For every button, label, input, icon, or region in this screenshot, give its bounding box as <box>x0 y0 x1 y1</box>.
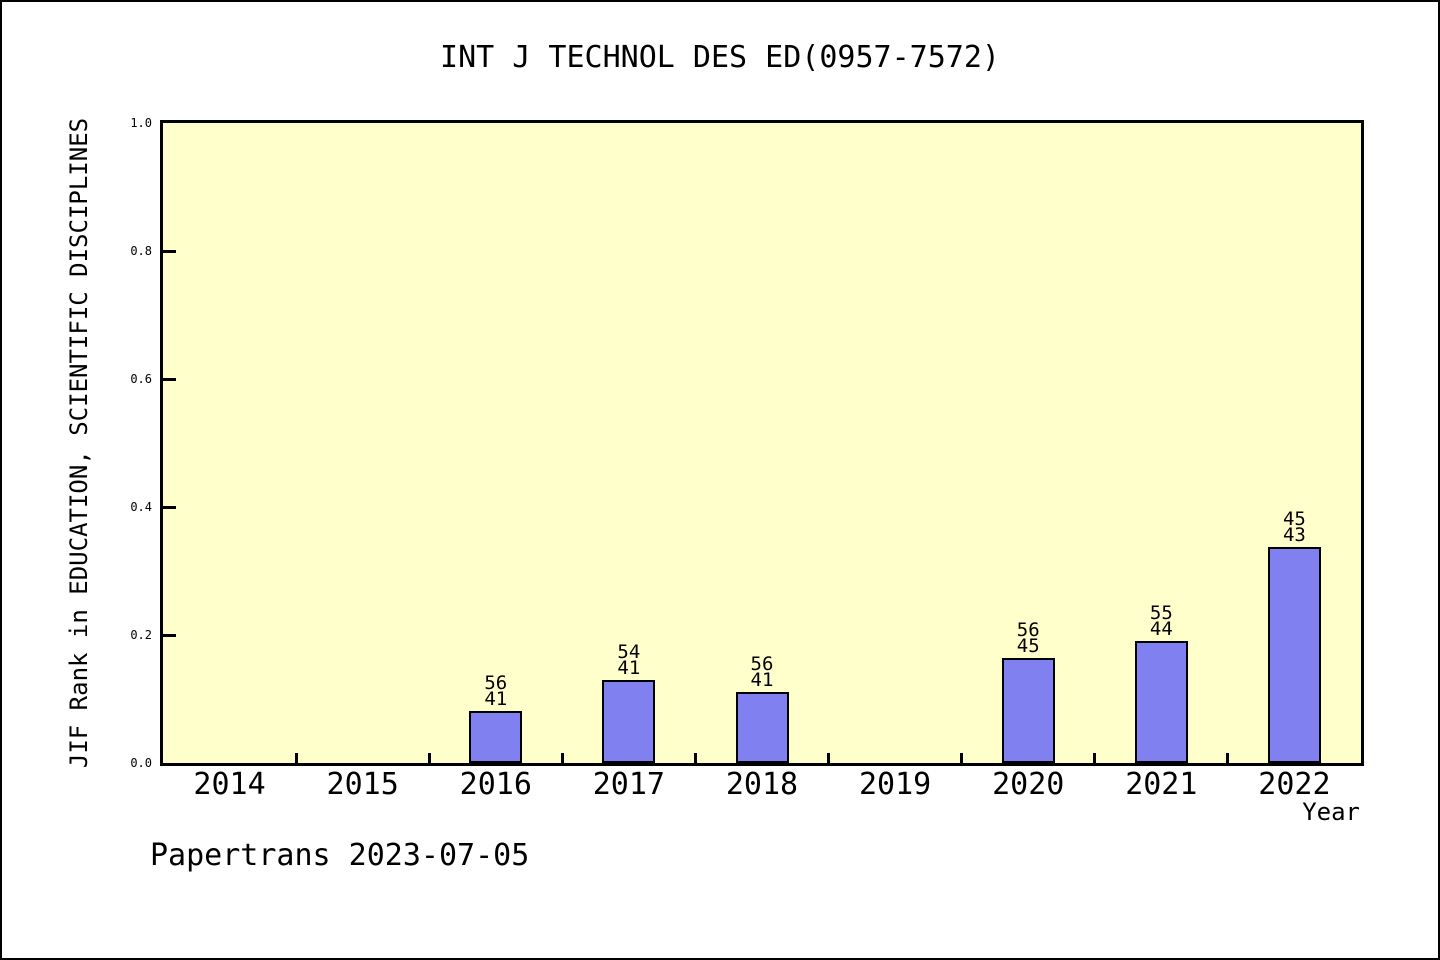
x-tick-label: 2022 <box>1258 767 1331 802</box>
y-tick-mark <box>163 505 176 509</box>
watermark-text: Papertrans 2023-07-05 <box>150 838 530 873</box>
y-tick-mark <box>163 633 176 637</box>
bar-value-label-2021: 55 44 <box>1149 602 1173 641</box>
x-tick-mark <box>1093 753 1097 763</box>
x-tick-label: 2019 <box>858 767 932 802</box>
y-tick-mark <box>163 249 176 253</box>
x-tick-label: 2014 <box>193 767 266 802</box>
y-tick-label: 0.6 <box>130 372 152 386</box>
y-tick-label: 0.4 <box>130 500 152 514</box>
bar-value-label-2020: 56 45 <box>1016 619 1040 658</box>
bar-2021 <box>1134 641 1188 763</box>
y-axis-title: JIF Rank in EDUCATION, SCIENTIFIC DISCIP… <box>65 117 93 769</box>
bar-2022 <box>1267 547 1321 763</box>
x-tick-label: 2015 <box>326 767 399 802</box>
x-tick-mark <box>294 753 298 763</box>
bar-value-label-2017: 54 41 <box>617 641 641 680</box>
y-tick-mark <box>163 377 176 381</box>
x-tick-label: 2020 <box>992 767 1065 802</box>
bar-value-label-2022: 45 43 <box>1282 508 1306 547</box>
y-tick-label: 0.2 <box>130 628 152 642</box>
bar-2018 <box>735 691 789 763</box>
bar-2016 <box>469 711 523 763</box>
bar-value-label-2016: 56 41 <box>484 672 508 711</box>
x-tick-label: 2018 <box>725 767 799 802</box>
x-tick-label: 2021 <box>1125 767 1198 802</box>
x-axis-title: Year <box>1302 798 1360 826</box>
chart-title: INT J TECHNOL DES ED(0957-7572) <box>440 40 1000 75</box>
y-tick-label: 0.8 <box>130 244 152 258</box>
y-tick-label: 0.0 <box>130 756 152 770</box>
x-tick-mark <box>1226 753 1230 763</box>
x-tick-mark <box>427 753 431 763</box>
x-tick-mark <box>827 753 831 763</box>
x-tick-mark <box>560 753 564 763</box>
x-tick-label: 2017 <box>592 767 665 802</box>
x-tick-mark <box>960 753 964 763</box>
bar-value-label-2018: 56 41 <box>750 652 774 691</box>
y-tick-label: 1.0 <box>130 116 152 130</box>
bar-2017 <box>602 680 656 763</box>
bar-2020 <box>1001 658 1055 763</box>
x-tick-mark <box>693 753 697 763</box>
x-tick-label: 2016 <box>459 767 532 802</box>
